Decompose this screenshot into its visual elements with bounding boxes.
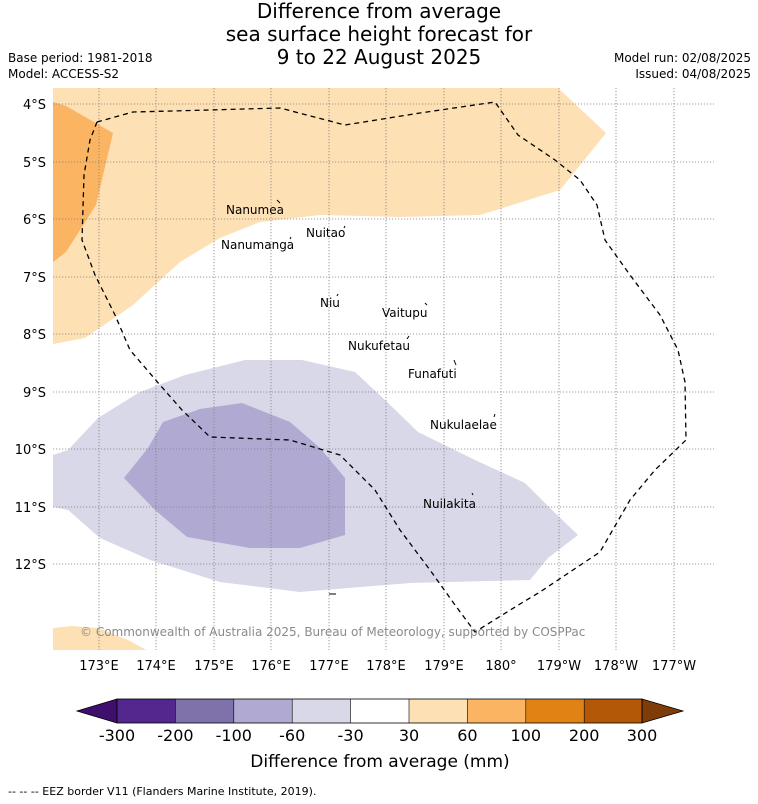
map-plot: Nanumea Nuitao Nanumanga Niu Vaitupu Nuk…: [53, 88, 714, 650]
colorbar-tick-labels: -300 -200 -100 -60 -30 30 60 100 200 300: [99, 726, 657, 745]
lon-label: 174°E: [136, 659, 176, 674]
colorbar-bin: [409, 699, 468, 723]
colorbar-tick: 100: [511, 726, 542, 745]
label-nuitao: Nuitao: [306, 226, 345, 240]
colorbar-tick: 30: [399, 726, 419, 745]
colorbar-bin: [117, 699, 176, 723]
lat-label: 10°S: [15, 443, 46, 458]
anomaly-minus60-minus100: [124, 403, 345, 548]
colorbar-tick: 300: [627, 726, 658, 745]
colorbar: [75, 698, 685, 724]
colorbar-bin: [467, 699, 526, 723]
anomaly-30-60-north: [53, 88, 606, 344]
lon-label: 179°W: [537, 659, 581, 674]
label-nukufetau: Nukufetau: [348, 339, 410, 353]
metadata-right: Model run: 02/08/2025 Issued: 04/08/2025: [614, 50, 751, 82]
lat-label: 4°S: [23, 98, 46, 113]
copyright-notice: © Commonwealth of Australia 2025, Bureau…: [80, 625, 585, 639]
colorbar-tick: -100: [216, 726, 252, 745]
colorbar-title: Difference from average (mm): [250, 752, 509, 772]
lon-label: 177°W: [652, 659, 696, 674]
lat-label: 5°S: [23, 156, 46, 171]
lat-label: 9°S: [23, 386, 46, 401]
colorbar-tick: -300: [99, 726, 135, 745]
island-nanumea-shape: [276, 199, 281, 204]
colorbar-bin: [525, 699, 585, 723]
base-period: Base period: 1981-2018: [8, 51, 153, 65]
lon-label: 178°E: [366, 659, 406, 674]
colorbar-tick: -30: [338, 726, 364, 745]
lon-label: 175°E: [194, 659, 234, 674]
label-nanumanga: Nanumanga: [221, 238, 294, 252]
colorbar-tick: 200: [569, 726, 600, 745]
latitude-labels: 4°S 5°S 6°S 7°S 8°S 9°S 10°S 11°S 12°S: [15, 98, 46, 573]
lat-label: 12°S: [15, 558, 46, 573]
lat-label: 11°S: [15, 501, 46, 516]
gridlines: [53, 88, 714, 650]
island-niu-shape: [336, 293, 339, 297]
label-funafuti: Funafuti: [408, 367, 457, 381]
label-nuilakita: Nuilakita: [423, 497, 476, 511]
eez-footnote: -- -- -- EEZ border V11 (Flanders Marine…: [8, 785, 317, 798]
label-nukulaelae: Nukulaelae: [430, 418, 497, 432]
colorbar-bin: [233, 699, 293, 723]
label-niu: Niu: [320, 296, 340, 310]
island-funafuti-shape: [453, 359, 457, 366]
colorbar-bin: [292, 699, 351, 723]
longitude-labels: 173°E 174°E 175°E 176°E 177°E 178°E 179°…: [79, 659, 696, 674]
title-line-3: 9 to 22 August 2025: [276, 45, 482, 69]
lat-label: 7°S: [23, 271, 46, 286]
lon-label: 179°E: [424, 659, 464, 674]
island-nanumanga-shape: [289, 236, 292, 240]
colorbar-tick: 60: [457, 726, 477, 745]
colorbar-tick: -60: [279, 726, 305, 745]
island-labels: Nanumea Nuitao Nanumanga Niu Vaitupu Nuk…: [221, 203, 497, 511]
label-nanumea: Nanumea: [226, 203, 284, 217]
colorbar-extend-high: [641, 698, 685, 724]
model-run: Model run: 02/08/2025: [613, 51, 751, 65]
anomaly-60-100-west: [53, 102, 113, 262]
lon-label: 173°E: [79, 659, 119, 674]
lat-label: 6°S: [23, 213, 46, 228]
metadata-left: Base period: 1981-2018 Model: ACCESS-S2: [8, 50, 153, 82]
island-nuitao-shape: [343, 225, 346, 229]
colorbar-extend-low: [75, 698, 118, 724]
lon-label: 176°E: [251, 659, 291, 674]
island-nukufetau-shape: [406, 335, 410, 340]
island-nuilakita-shape: [471, 492, 474, 496]
label-vaitupu: Vaitupu: [382, 306, 428, 320]
title-line-1: Difference from average: [256, 0, 502, 23]
model-name: Model: ACCESS-S2: [8, 67, 120, 81]
lat-label: 8°S: [23, 328, 46, 343]
colorbar-bin: [350, 699, 409, 723]
colorbar-tick: -200: [157, 726, 193, 745]
colorbar-bin: [584, 699, 642, 723]
lon-label: 178°W: [594, 659, 638, 674]
chart-title: Difference from average sea surface heig…: [0, 0, 758, 69]
lon-label: 180°: [485, 659, 516, 674]
issue-date: Issued: 04/08/2025: [635, 67, 751, 81]
island-vaitupu-shape: [424, 302, 428, 306]
islands: [276, 199, 496, 595]
title-line-2: sea surface height forecast for: [225, 22, 533, 46]
colorbar-bin: [175, 699, 234, 723]
anomaly-30-60-south: [53, 626, 147, 650]
lon-label: 177°E: [309, 659, 349, 674]
island-nukulaelae-shape: [493, 413, 496, 418]
eez-border: [81, 101, 687, 633]
